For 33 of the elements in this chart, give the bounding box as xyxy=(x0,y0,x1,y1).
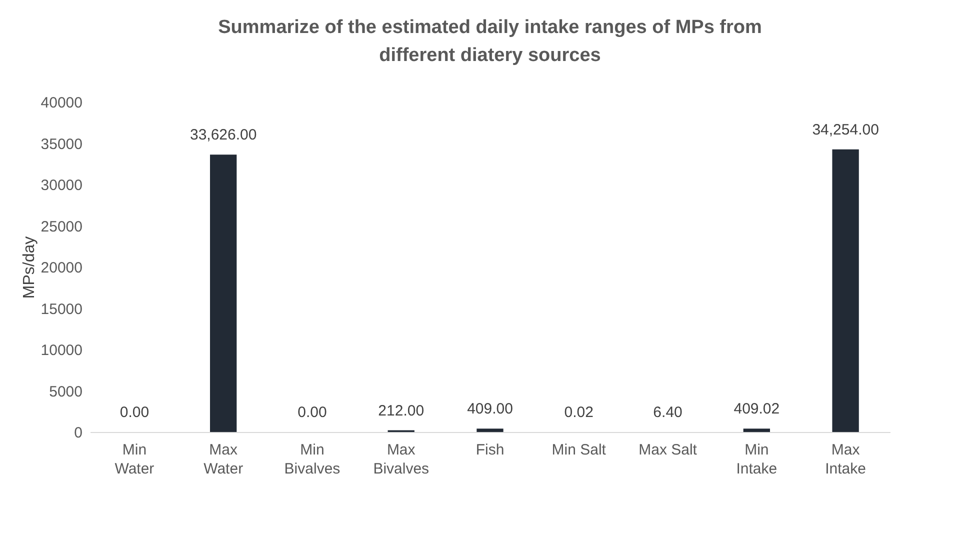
data-label: 6.40 xyxy=(653,404,682,421)
bar xyxy=(743,428,770,432)
chart-title: Summarize of the estimated daily intake ranges of MPs from different diatery sources xyxy=(218,17,762,66)
y-tick-label: 30000 xyxy=(40,177,82,194)
data-label: 34,254.00 xyxy=(812,121,879,138)
bar xyxy=(832,149,859,432)
y-tick-label: 15000 xyxy=(40,300,82,318)
x-tick-label: Fish xyxy=(476,442,504,458)
bar xyxy=(476,428,504,432)
y-tick-label: 20000 xyxy=(40,260,82,276)
x-tick-label: Min Water xyxy=(114,442,154,478)
data-label: 0.02 xyxy=(564,404,594,421)
x-tick-label: Min Intake xyxy=(736,442,778,478)
y-tick-label: 35000 xyxy=(40,136,82,153)
y-tick-label: 40000 xyxy=(40,94,82,112)
y-tick-label: 5000 xyxy=(49,383,82,400)
data-label: 0.00 xyxy=(298,404,327,421)
data-label: 409.02 xyxy=(734,400,780,418)
y-tick-label: 0 xyxy=(74,424,82,442)
y-axis-title: MPs/day xyxy=(20,236,38,299)
data-label: 0.00 xyxy=(120,404,150,421)
x-tick-label: Max Water xyxy=(204,442,244,478)
bar xyxy=(210,154,237,432)
data-label: 33,626.00 xyxy=(190,126,257,144)
data-label: 409.00 xyxy=(467,400,513,418)
y-tick-label: 10000 xyxy=(40,342,82,359)
x-tick-label: Max Salt xyxy=(638,442,698,458)
x-tick-label: Max Bivalves xyxy=(373,442,430,478)
x-tick-label: Min Salt xyxy=(552,442,607,458)
x-tick-label: Max Intake xyxy=(825,442,866,478)
data-label: 212.00 xyxy=(378,402,424,420)
x-tick-label: Min Bivalves xyxy=(284,442,340,478)
y-tick-label: 25000 xyxy=(40,218,82,236)
